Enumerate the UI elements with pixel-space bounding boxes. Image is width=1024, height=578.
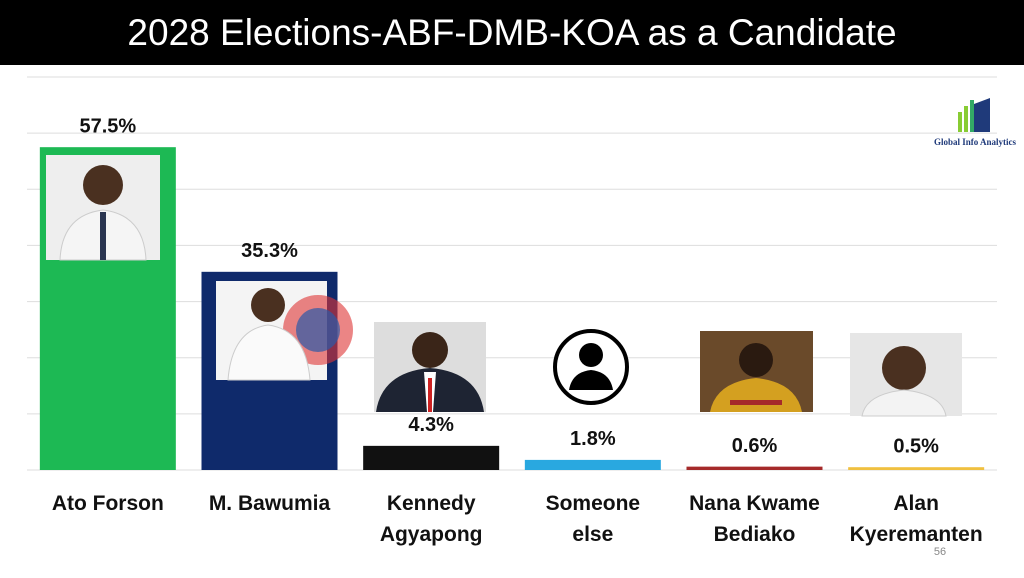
logo: Global Info Analytics — [934, 98, 1017, 147]
bar — [686, 466, 823, 470]
grid — [27, 76, 997, 471]
title-band — [0, 0, 1024, 65]
bar — [363, 445, 500, 470]
category-label: M. Bawumia — [208, 492, 331, 515]
chart-title: 2028 Elections-ABF-DMB-KOA as a Candidat… — [127, 12, 896, 53]
category-label: Ato Forson — [51, 492, 164, 515]
value-label: 0.6% — [732, 435, 778, 457]
bar — [524, 459, 661, 470]
category-label: Kennedy Agyapong — [379, 492, 483, 546]
page-number: 56 — [934, 546, 946, 558]
photo — [700, 331, 813, 412]
bars — [39, 147, 985, 470]
category-label: Nana Kwame Bediako — [689, 492, 820, 546]
value-label: 4.3% — [408, 414, 454, 436]
icon — [553, 329, 629, 405]
photo — [374, 322, 486, 412]
photo — [216, 281, 353, 381]
bar — [848, 467, 985, 470]
value-label: 1.8% — [570, 428, 616, 450]
value-label: 0.5% — [893, 435, 939, 457]
photo — [46, 155, 160, 261]
category-label: Alan Kyeremanten — [849, 492, 983, 546]
photo — [850, 333, 962, 417]
logo-text: Global Info Analytics — [934, 137, 1017, 147]
category-label: Someone else — [545, 492, 641, 546]
value-label: 35.3% — [241, 240, 298, 262]
value-label: 57.5% — [79, 115, 136, 137]
photos — [46, 155, 962, 417]
